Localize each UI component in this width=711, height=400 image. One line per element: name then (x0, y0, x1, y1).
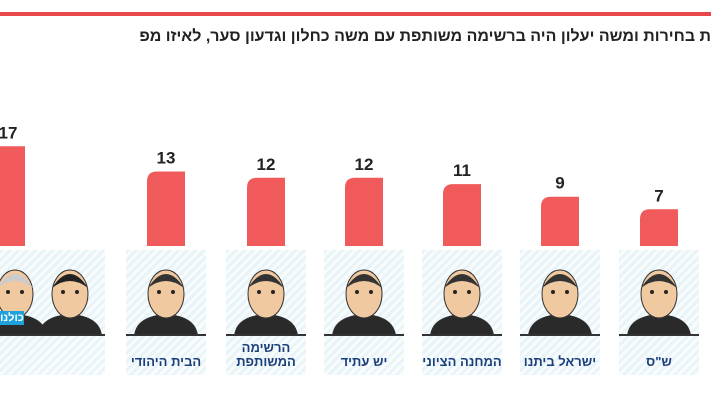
divider (0, 334, 105, 336)
party-logo: יש עתיד (340, 354, 388, 369)
party-logo: ש"ס (646, 354, 672, 369)
data-label-1: 13 (157, 149, 176, 168)
data-label-2: 12 (257, 155, 276, 174)
caricature-icon (332, 269, 396, 336)
data-label-6: 7 (654, 186, 663, 205)
data-label-5: 9 (555, 174, 564, 193)
divider (422, 334, 502, 336)
divider (324, 334, 404, 336)
caricature-icon (234, 269, 298, 336)
divider (619, 334, 699, 336)
caricature-icon (134, 269, 198, 336)
caricature-icon (430, 269, 494, 336)
caricature-icon (627, 269, 691, 336)
party-card: יש עתיד (324, 250, 404, 375)
party-card: ישראל ביתנו (520, 250, 600, 375)
bar-4 (443, 184, 481, 246)
bar-2 (247, 177, 285, 246)
accent-line (0, 12, 711, 16)
bar-3 (345, 177, 383, 246)
divider (226, 334, 306, 336)
divider (520, 334, 600, 336)
caricature-icon (528, 269, 592, 336)
data-label-0: 17 (0, 123, 17, 142)
party-card: המחנה הציוני (422, 250, 502, 375)
party-logo: המחנה הציוני (422, 354, 502, 369)
bar-6 (640, 209, 678, 246)
party-logo: ישראל ביתנו (523, 354, 597, 369)
party-logo: הבית היהודי (130, 354, 202, 369)
party-card: הרשימה המשותפת (226, 250, 306, 375)
party-card: הבית היהודי (126, 250, 206, 375)
party-logo: כולנו (0, 311, 24, 325)
party-card: ש"ס (619, 250, 699, 375)
bar-5 (541, 196, 579, 246)
bar-0 (0, 146, 25, 246)
data-label-3: 12 (355, 155, 374, 174)
party-card: כולנו (0, 250, 105, 375)
data-label-4: 11 (453, 161, 471, 180)
divider (126, 334, 206, 336)
chart-title: ת בחירות ומשה יעלון היה ברשימה משותפת עם… (139, 28, 711, 45)
bar-1 (147, 171, 185, 246)
party-logo: הרשימה המשותפת (236, 340, 296, 369)
